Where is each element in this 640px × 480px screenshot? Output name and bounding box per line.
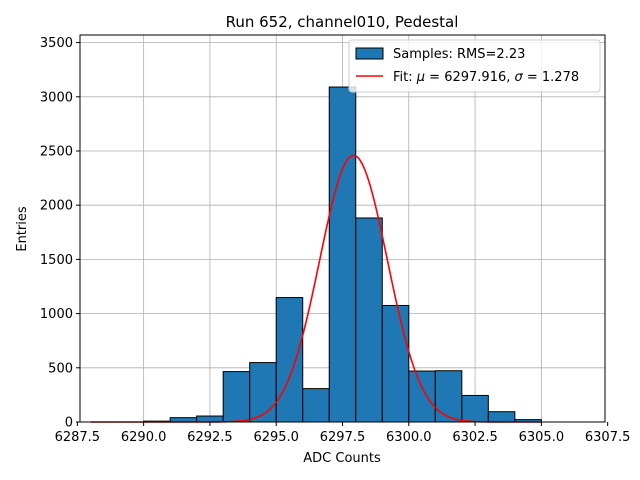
legend-fit-sigma-symbol: σ — [515, 70, 524, 85]
x-tick-label: 6287.5 — [55, 430, 101, 445]
histogram-bar — [408, 370, 436, 423]
y-tick-label: 500 — [48, 361, 73, 376]
histogram-bar — [302, 388, 330, 423]
legend-fit-mu-symbol: μ — [416, 70, 425, 85]
histogram-bar — [355, 217, 383, 423]
y-tick-label: 3500 — [40, 36, 73, 51]
legend-fit-mu-value: = 6297.916, — [425, 70, 514, 85]
histogram-bar — [434, 370, 463, 423]
x-tick-label: 6305.0 — [519, 430, 565, 445]
histogram-bar — [328, 86, 357, 423]
legend-histogram-label: Samples: RMS=2.23 — [393, 47, 525, 62]
x-tick-label: 6300.0 — [386, 430, 432, 445]
legend-fit-sigma-value: = 1.278 — [523, 70, 579, 85]
x-tick-label: 6295.0 — [253, 430, 299, 445]
legend-box — [348, 39, 601, 93]
histogram-bar — [381, 304, 410, 423]
y-axis-title: Entries — [15, 206, 30, 252]
y-tick-label: 3000 — [40, 90, 73, 105]
legend-fit-label: Fit: μ = 6297.916, σ = 1.278 — [393, 70, 579, 85]
histogram-bar — [249, 362, 277, 423]
y-tick-label: 1000 — [40, 307, 73, 322]
y-tick-label: 2500 — [40, 144, 73, 159]
x-tick-label: 6290.0 — [121, 430, 167, 445]
legend-fit-prefix: Fit: — [393, 70, 417, 85]
histogram-bar — [487, 411, 516, 423]
x-tick-label: 6302.5 — [452, 430, 498, 445]
y-axis-ticks: 0 500 1000 1500 2000 2500 3000 3500 — [40, 36, 80, 431]
y-tick-label: 1500 — [40, 253, 73, 268]
x-tick-label: 6307.5 — [585, 430, 631, 445]
chart-title: Run 652, channel010, Pedestal — [226, 13, 459, 31]
y-tick-label: 0 — [65, 416, 73, 431]
histogram-bar — [222, 371, 251, 423]
histogram-bar — [461, 394, 489, 423]
legend: Samples: RMS=2.23 Fit: μ = 6297.916, σ =… — [348, 39, 601, 93]
x-tick-label: 6297.5 — [320, 430, 366, 445]
x-tick-label: 6292.5 — [187, 430, 233, 445]
x-axis-ticks: 6287.5 6290.0 6292.5 6295.0 6297.5 6300.0 6302… — [55, 422, 631, 445]
x-axis-title: ADC Counts — [303, 451, 381, 466]
y-tick-label: 2000 — [40, 199, 73, 214]
legend-histogram-swatch — [355, 47, 384, 60]
histogram-bar — [275, 297, 304, 423]
